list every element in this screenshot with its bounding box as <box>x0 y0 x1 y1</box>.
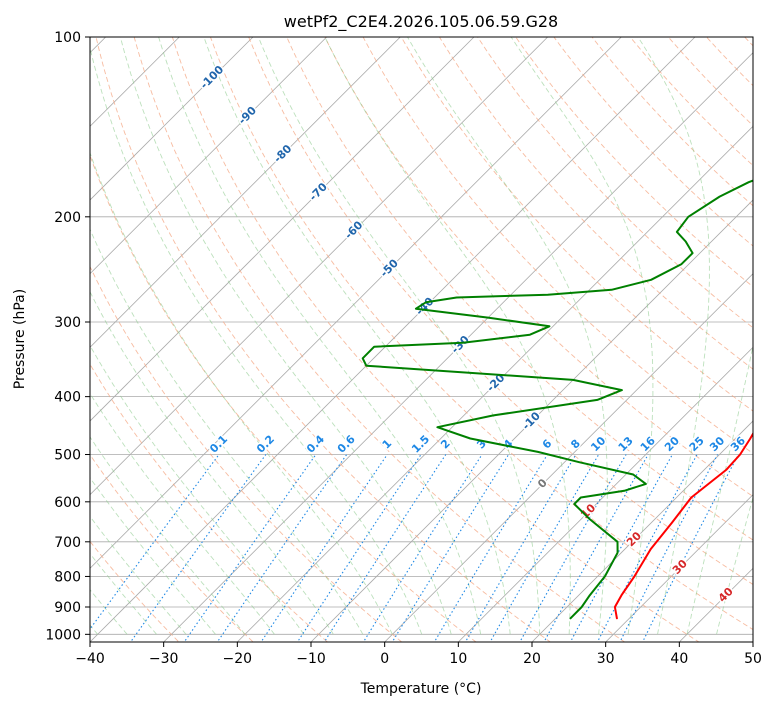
isotherm-line <box>384 273 753 642</box>
isotherm-line <box>90 37 696 642</box>
mixing-ratio-line <box>569 454 673 642</box>
dry-adiabat-line <box>133 37 626 642</box>
dry-adiabat-line <box>400 37 753 412</box>
moist-adiabat-line <box>90 45 423 635</box>
y-tick-label: 600 <box>54 495 81 511</box>
dry-adiabat-line <box>477 37 753 329</box>
moist-adiabat-line <box>510 37 654 635</box>
background-lines <box>90 37 753 642</box>
isotherm-line <box>90 37 254 201</box>
dewpoint-profile-line <box>361 179 753 620</box>
moist-adiabat-line <box>119 37 452 635</box>
y-tick-label: 200 <box>54 210 81 226</box>
dry-adiabat-line <box>362 37 753 454</box>
moist-adiabat-line <box>203 37 511 635</box>
temperature-profile-line <box>613 431 753 620</box>
isotherm-line <box>90 37 475 422</box>
x-tick-label: 10 <box>449 651 467 667</box>
isotherm-line <box>531 420 753 642</box>
x-tick-label: −10 <box>296 651 326 667</box>
dry-adiabat-line <box>90 454 254 642</box>
isotherm-line <box>458 346 753 642</box>
mixing-ratio-line <box>433 454 548 642</box>
moist-adiabat-line <box>90 151 393 635</box>
isotherm-line <box>605 494 753 642</box>
x-tick-label: −30 <box>149 651 179 667</box>
mixing-ratio-line <box>216 454 348 642</box>
dry-adiabat-line <box>95 37 552 642</box>
dry-adiabat-line <box>209 37 753 631</box>
moist-adiabat-line <box>257 37 541 635</box>
x-tick-label: −20 <box>223 651 253 667</box>
mixing-ratio-line <box>596 454 698 642</box>
isotherm-line <box>90 37 622 569</box>
x-tick-label: 40 <box>670 651 688 667</box>
x-tick-label: −40 <box>75 651 105 667</box>
dry-adiabat-line <box>324 37 753 498</box>
mixing-ratio-line <box>619 454 719 642</box>
dry-adiabat-line <box>515 37 753 288</box>
moist-adiabat-line <box>686 343 753 635</box>
y-tick-label: 800 <box>54 569 81 585</box>
axes: −40 −30 −20 −10 0 10 20 30 40 50 100 200 300 400 500 60… <box>45 30 762 667</box>
dry-adiabat-line <box>248 37 753 585</box>
x-tick-label: 0 <box>380 651 389 667</box>
moist-adiabat-line <box>407 37 608 635</box>
moist-adiabat-line <box>90 290 334 635</box>
isotherm-line <box>310 199 753 642</box>
dry-adiabat-line <box>90 265 403 642</box>
y-tick-label: 100 <box>54 30 81 46</box>
y-tick-label: 1000 <box>45 627 81 643</box>
y-tick-label: 400 <box>54 390 81 406</box>
x-axis-label: Temperature (°C) <box>360 681 482 697</box>
dry-adiabat-line <box>90 540 180 642</box>
isotherm-line <box>237 125 753 642</box>
isotherm-line <box>90 37 327 275</box>
chart-title: wetPf2_C2E4.2026.105.06.59.G28 <box>284 12 558 32</box>
mixing-ratio-line <box>391 454 510 642</box>
x-tick-label: 20 <box>523 651 541 667</box>
dry-adiabat-line <box>286 37 753 541</box>
moist-adiabat-line <box>90 228 364 635</box>
plot-frame <box>89 36 754 643</box>
profiles <box>361 179 753 620</box>
y-tick-label: 900 <box>54 600 81 616</box>
dry-adiabat-line <box>171 37 700 642</box>
moist-adiabat-line <box>324 37 571 635</box>
dry-adiabat-line <box>90 154 477 642</box>
mixing-ratio-line <box>362 454 483 642</box>
x-tick-label: 50 <box>744 651 762 667</box>
moist-adiabat-line <box>158 37 482 635</box>
y-axis-label: Pressure (hPa) <box>12 289 28 389</box>
mixing-ratio-line <box>519 454 627 642</box>
isotherm-line <box>90 37 401 348</box>
moist-adiabat-line <box>716 495 753 635</box>
mixing-ratio-line <box>464 454 577 642</box>
mixing-ratio-line <box>183 454 317 642</box>
y-tick-label: 300 <box>54 315 81 331</box>
moist-adiabat-line <box>90 344 305 635</box>
mixing-ratio-line <box>260 454 388 642</box>
y-tick-label: 500 <box>54 448 81 464</box>
mixing-ratio-line <box>543 454 649 642</box>
mixing-ratio-line <box>489 454 600 642</box>
moist-adiabat-line <box>637 37 710 635</box>
dry-adiabat-line <box>591 37 753 207</box>
x-tick-label: 30 <box>597 651 615 667</box>
isotherm-line <box>90 37 548 496</box>
y-tick-label: 700 <box>54 535 81 551</box>
